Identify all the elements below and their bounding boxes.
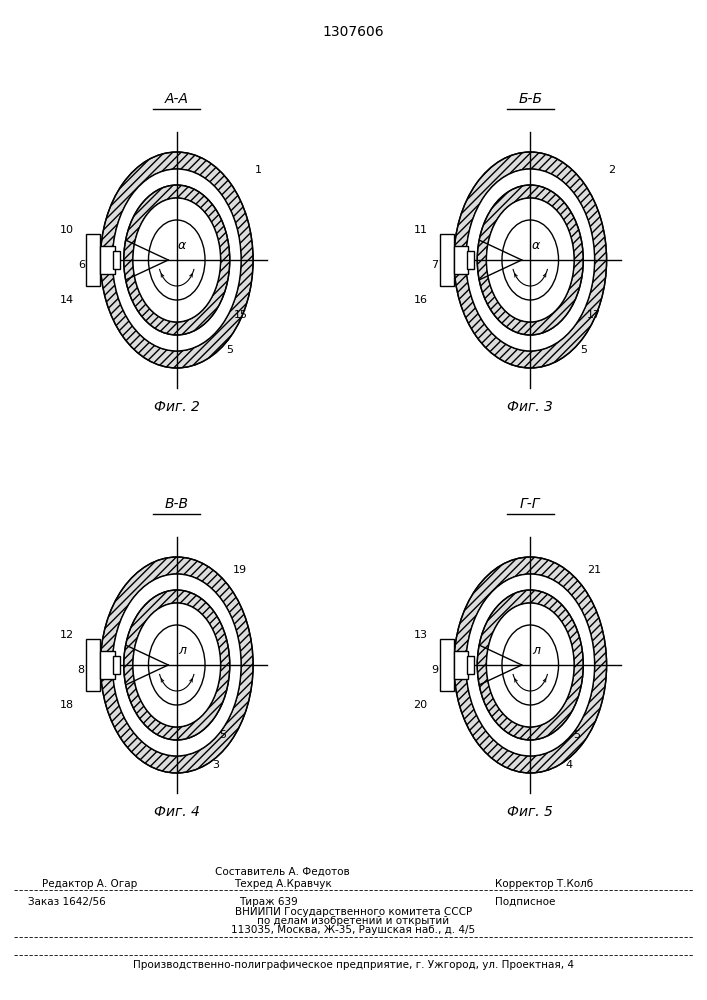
Text: 3: 3 [212, 760, 219, 770]
Text: Тираж 639: Тираж 639 [239, 897, 298, 907]
Bar [467, 251, 474, 269]
Wedge shape [100, 557, 253, 773]
Text: 1: 1 [255, 165, 262, 175]
Text: Составитель А. Федотов: Составитель А. Федотов [216, 867, 350, 877]
Text: 15: 15 [233, 310, 247, 320]
Circle shape [97, 147, 257, 373]
Text: 5: 5 [573, 730, 580, 740]
Bar [467, 656, 474, 674]
Text: 18: 18 [60, 700, 74, 710]
Wedge shape [454, 557, 607, 773]
Text: А-А: А-А [165, 92, 189, 106]
Wedge shape [477, 590, 583, 740]
Circle shape [467, 170, 594, 350]
Text: 6: 6 [78, 260, 85, 270]
Bar [86, 639, 100, 691]
Text: л: л [532, 644, 539, 657]
Text: Подписное: Подписное [495, 897, 555, 907]
Circle shape [113, 575, 240, 755]
Text: 13: 13 [414, 630, 428, 640]
Text: 16: 16 [414, 295, 428, 305]
Text: Корректор Т.Колб: Корректор Т.Колб [495, 879, 593, 889]
Wedge shape [100, 152, 253, 368]
Text: 5: 5 [219, 730, 226, 740]
Wedge shape [477, 185, 583, 335]
Bar [454, 246, 468, 274]
Text: Фиг. 5: Фиг. 5 [508, 805, 553, 819]
Bar [100, 651, 115, 679]
Text: Фиг. 4: Фиг. 4 [154, 805, 199, 819]
Bar [440, 234, 454, 286]
Text: Техред А.Кравчук: Техред А.Кравчук [234, 879, 332, 889]
Text: Г-Г: Г-Г [520, 497, 540, 511]
Circle shape [450, 552, 610, 778]
Text: 20: 20 [414, 700, 428, 710]
Text: 14: 14 [60, 295, 74, 305]
Circle shape [467, 575, 594, 755]
Bar [440, 639, 454, 691]
Text: 7: 7 [431, 260, 438, 270]
Wedge shape [454, 152, 607, 368]
Text: по делам изобретений и открытий: по делам изобретений и открытий [257, 916, 450, 926]
Circle shape [134, 199, 220, 321]
Text: Б-Б: Б-Б [518, 92, 542, 106]
Wedge shape [124, 590, 230, 740]
Text: В-В: В-В [165, 497, 189, 511]
Text: 12: 12 [60, 630, 74, 640]
Text: 19: 19 [233, 565, 247, 575]
Bar [113, 656, 120, 674]
Text: Производственно-полиграфическое предприятие, г. Ужгород, ул. Проектная, 4: Производственно-полиграфическое предприя… [133, 960, 574, 970]
Text: 113035, Москва, Ж-35, Раушская наб., д. 4/5: 113035, Москва, Ж-35, Раушская наб., д. … [231, 925, 476, 935]
Text: 5: 5 [226, 345, 233, 355]
Circle shape [450, 147, 610, 373]
Text: 5: 5 [580, 345, 587, 355]
Text: 17: 17 [587, 310, 601, 320]
Text: 4: 4 [566, 760, 573, 770]
Circle shape [487, 604, 573, 726]
Text: 8: 8 [78, 665, 85, 675]
Text: л: л [178, 644, 186, 657]
Text: 10: 10 [60, 225, 74, 235]
Bar [113, 251, 120, 269]
Text: Заказ 1642/56: Заказ 1642/56 [28, 897, 106, 907]
Bar [454, 651, 468, 679]
Text: ВНИИПИ Государственного комитета СССР: ВНИИПИ Государственного комитета СССР [235, 907, 472, 917]
Text: α: α [532, 239, 540, 252]
Text: Фиг. 2: Фиг. 2 [154, 400, 199, 414]
Circle shape [134, 604, 220, 726]
Text: α: α [178, 239, 187, 252]
Text: 9: 9 [431, 665, 438, 675]
Text: 1307606: 1307606 [322, 25, 385, 39]
Wedge shape [124, 185, 230, 335]
Circle shape [487, 199, 573, 321]
Text: Фиг. 3: Фиг. 3 [508, 400, 553, 414]
Circle shape [97, 552, 257, 778]
Text: 21: 21 [587, 565, 601, 575]
Bar [86, 234, 100, 286]
Bar [100, 246, 115, 274]
Circle shape [113, 170, 240, 350]
Text: 2: 2 [608, 165, 615, 175]
Text: 11: 11 [414, 225, 428, 235]
Text: Редактор А. Огар: Редактор А. Огар [42, 879, 138, 889]
